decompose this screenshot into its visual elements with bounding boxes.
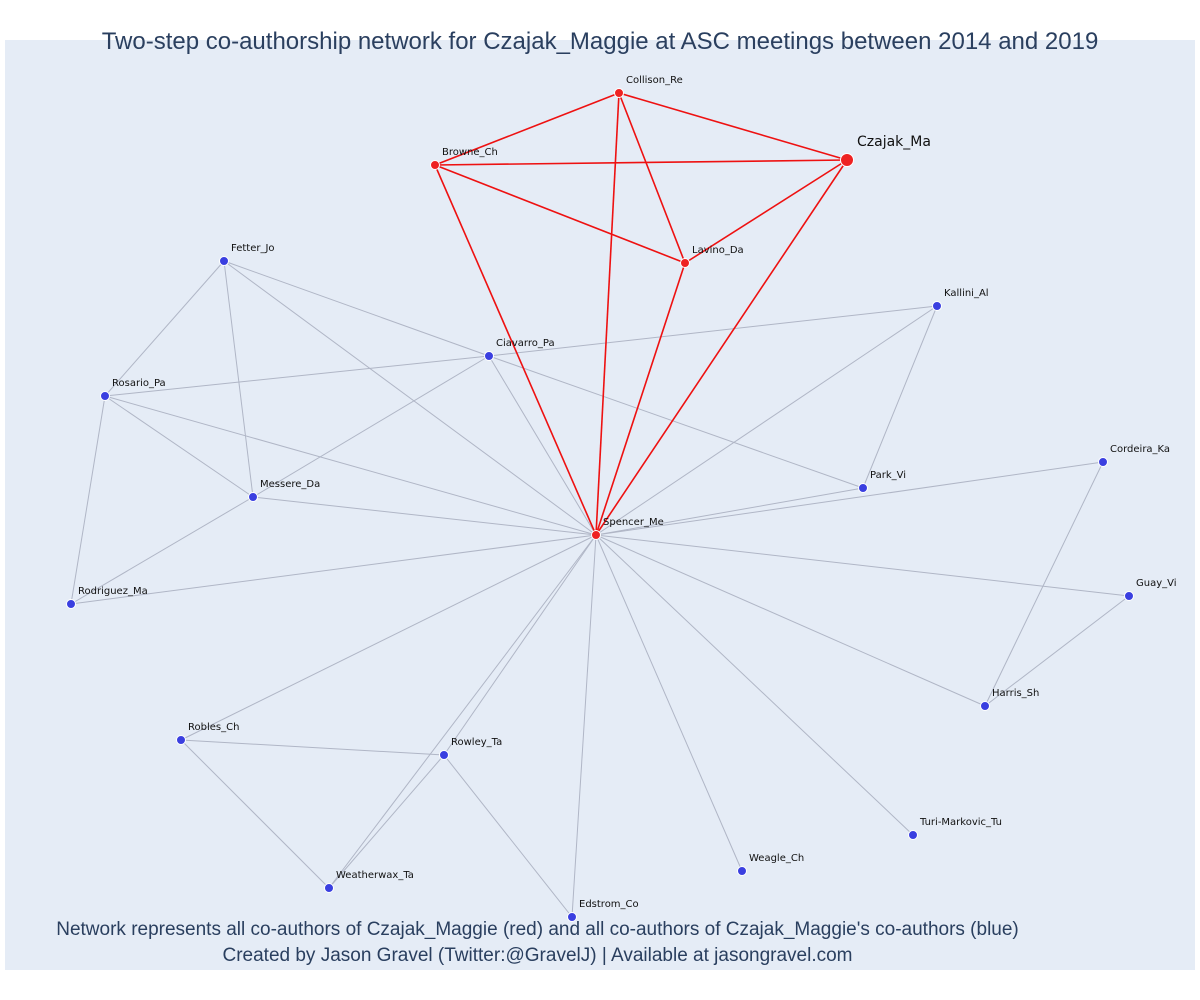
node-label-Rodriguez_Ma: Rodriguez_Ma [78, 586, 148, 597]
node-label-Spencer_Me: Spencer_Me [603, 517, 664, 528]
edge-Spencer_Me-Ciavarro_Pa [488, 355, 597, 536]
node-Rowley_Ta[interactable] [439, 750, 449, 760]
node-label-Weatherwax_Ta: Weatherwax_Ta [336, 870, 414, 881]
edge-Czajak_Ma-Spencer_Me [595, 159, 848, 536]
edge-Rosario_Pa-Messere_Da [104, 395, 254, 498]
node-Robles_Ch[interactable] [176, 735, 186, 745]
node-label-Lavino_Da: Lavino_Da [692, 245, 744, 256]
node-label-Rosario_Pa: Rosario_Pa [112, 378, 166, 389]
edge-Rowley_Ta-Edstrom_Co [443, 754, 573, 918]
node-Rodriguez_Ma[interactable] [66, 599, 76, 609]
edge-Rosario_Pa-Rodriguez_Ma [70, 395, 106, 605]
edge-Spencer_Me-Rosario_Pa [104, 395, 597, 536]
node-Ciavarro_Pa[interactable] [484, 351, 494, 361]
nodes-layer: Czajak_Ma Collison_Re Browne_Ch Lavino_Da Sp… [66, 75, 1177, 922]
node-label-Browne_Ch: Browne_Ch [442, 147, 498, 158]
node-label-Harris_Sh: Harris_Sh [992, 688, 1039, 699]
edge-Collison_Re-Spencer_Me [595, 92, 620, 536]
edge-Rowley_Ta-Weatherwax_Ta [328, 754, 445, 889]
chart-title: Two-step co-authorship network for Czaja… [101, 28, 1099, 55]
edge-Messere_Da-Rodriguez_Ma [70, 496, 254, 605]
node-label-Robles_Ch: Robles_Ch [188, 722, 239, 733]
edge-Ciavarro_Pa-Messere_Da [252, 355, 490, 498]
node-Cordeira_Ka[interactable] [1098, 457, 1108, 467]
edge-Collison_Re-Lavino_Da [618, 92, 686, 264]
node-label-Cordeira_Ka: Cordeira_Ka [1110, 444, 1170, 455]
node-Browne_Ch[interactable] [430, 160, 440, 170]
node-Turi-Markovic_Tu[interactable] [908, 830, 918, 840]
edge-Cordeira_Ka-Harris_Sh [984, 461, 1104, 707]
edge-Spencer_Me-Rowley_Ta [443, 534, 597, 756]
node-label-Turi-Markovic_Tu: Turi-Markovic_Tu [919, 817, 1002, 828]
edge-Lavino_Da-Spencer_Me [595, 262, 686, 536]
edge-Fetter_Jo-Messere_Da [223, 260, 254, 498]
plot-area [5, 40, 1195, 970]
node-label-Edstrom_Co: Edstrom_Co [579, 899, 639, 910]
edge-Browne_Ch-Spencer_Me [434, 164, 597, 536]
edges-layer [70, 92, 1130, 918]
node-Spencer_Me[interactable] [591, 530, 601, 540]
node-label-Weagle_Ch: Weagle_Ch [749, 853, 804, 864]
edge-Spencer_Me-Weagle_Ch [595, 534, 743, 872]
footer-credit: Created by Jason Gravel (Twitter:@Gravel… [222, 945, 853, 966]
edge-Spencer_Me-Guay_Vi [595, 534, 1130, 597]
edge-Spencer_Me-Rodriguez_Ma [70, 534, 597, 605]
node-Kallini_Al[interactable] [932, 301, 942, 311]
node-label-Messere_Da: Messere_Da [260, 479, 320, 490]
node-label-Collison_Re: Collison_Re [626, 75, 683, 86]
node-label-Park_Vi: Park_Vi [870, 470, 906, 481]
node-Park_Vi[interactable] [858, 483, 868, 493]
node-Edstrom_Co[interactable] [567, 912, 577, 922]
edge-Spencer_Me-Fetter_Jo [223, 260, 597, 536]
node-label-Ciavarro_Pa: Ciavarro_Pa [496, 338, 555, 349]
edge-Spencer_Me-Cordeira_Ka [595, 461, 1104, 536]
edge-Robles_Ch-Rowley_Ta [180, 739, 445, 756]
edge-Collison_Re-Browne_Ch [434, 92, 620, 166]
edge-Spencer_Me-Turi-Markovic_Tu [595, 534, 914, 836]
edge-Ciavarro_Pa-Park_Vi [488, 355, 864, 489]
edge-Fetter_Jo-Rosario_Pa [104, 260, 225, 397]
edge-Guay_Vi-Harris_Sh [984, 595, 1130, 707]
node-label-Rowley_Ta: Rowley_Ta [451, 737, 502, 748]
edge-Kallini_Al-Park_Vi [862, 305, 938, 489]
edge-Fetter_Jo-Ciavarro_Pa [223, 260, 490, 357]
node-Weatherwax_Ta[interactable] [324, 883, 334, 893]
edge-Spencer_Me-Park_Vi [595, 487, 864, 536]
edge-Robles_Ch-Weatherwax_Ta [180, 739, 330, 889]
edge-Spencer_Me-Messere_Da [252, 496, 597, 536]
node-Guay_Vi[interactable] [1124, 591, 1134, 601]
node-label-Fetter_Jo: Fetter_Jo [231, 243, 275, 254]
edge-Ciavarro_Pa-Kallini_Al [488, 305, 938, 357]
node-Messere_Da[interactable] [248, 492, 258, 502]
node-Lavino_Da[interactable] [680, 258, 690, 268]
node-Collison_Re[interactable] [614, 88, 624, 98]
node-Czajak_Ma[interactable] [840, 153, 854, 167]
edge-Ciavarro_Pa-Rosario_Pa [104, 355, 490, 397]
node-Harris_Sh[interactable] [980, 701, 990, 711]
edge-Spencer_Me-Kallini_Al [595, 305, 938, 536]
node-label-Kallini_Al: Kallini_Al [944, 288, 989, 299]
edge-Spencer_Me-Edstrom_Co [571, 534, 597, 918]
edge-Czajak_Ma-Lavino_Da [684, 159, 848, 264]
footer-note: Network represents all co-authors of Cza… [56, 919, 1019, 940]
node-label-Guay_Vi: Guay_Vi [1136, 578, 1177, 589]
node-label-Czajak_Ma: Czajak_Ma [857, 134, 931, 150]
node-Weagle_Ch[interactable] [737, 866, 747, 876]
edge-Czajak_Ma-Browne_Ch [434, 159, 848, 166]
edge-Spencer_Me-Harris_Sh [595, 534, 986, 707]
edge-Spencer_Me-Robles_Ch [180, 534, 597, 741]
node-Fetter_Jo[interactable] [219, 256, 229, 266]
edge-Browne_Ch-Lavino_Da [434, 164, 686, 264]
edge-Czajak_Ma-Collison_Re [618, 92, 848, 161]
edge-Spencer_Me-Weatherwax_Ta [328, 534, 597, 889]
node-Rosario_Pa[interactable] [100, 391, 110, 401]
